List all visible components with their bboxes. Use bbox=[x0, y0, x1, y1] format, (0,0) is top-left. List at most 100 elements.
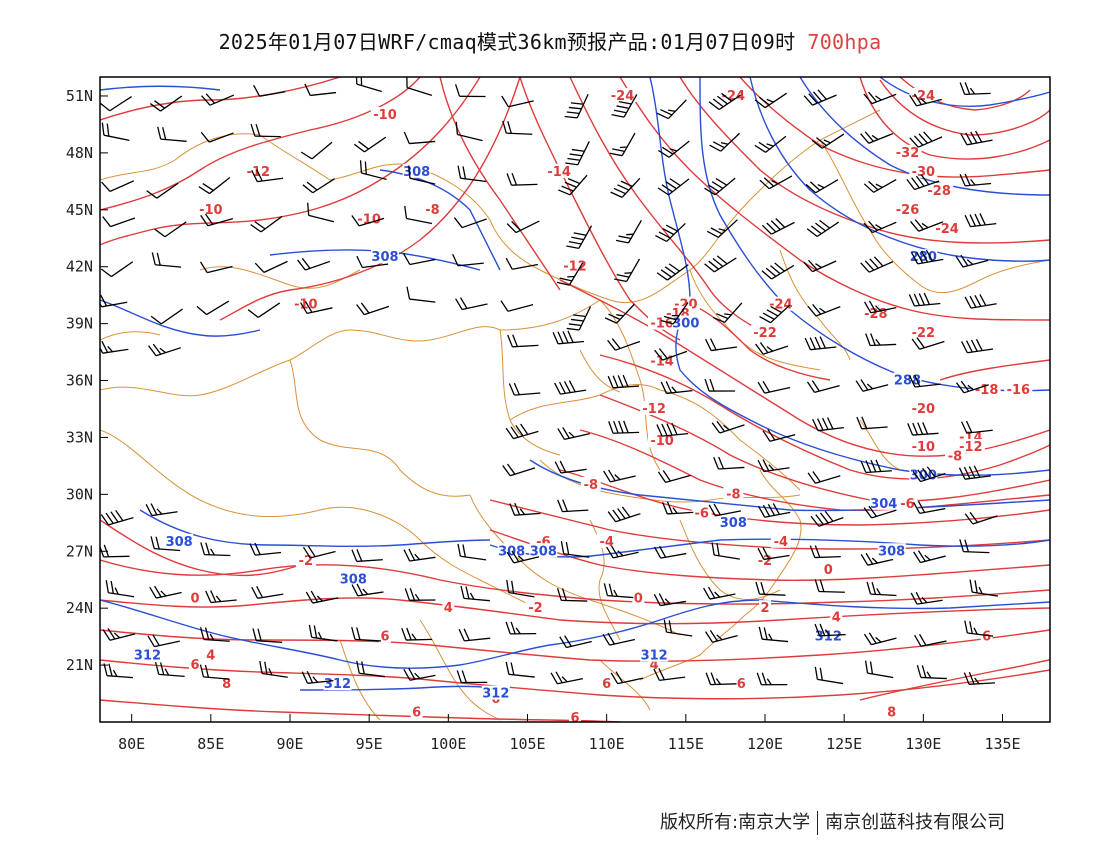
height-label: 312 bbox=[134, 649, 161, 664]
temperature-label: 6 bbox=[190, 658, 199, 673]
wind-barb bbox=[602, 632, 636, 646]
wind-barb bbox=[359, 160, 387, 181]
wind-barb bbox=[959, 82, 991, 96]
wind-barb bbox=[814, 579, 845, 593]
wind-barb bbox=[757, 503, 791, 518]
wind-barb bbox=[705, 630, 738, 643]
wind-barb bbox=[863, 632, 897, 646]
wind-barb bbox=[101, 180, 135, 192]
temperature-label-bg bbox=[291, 296, 320, 311]
height-label: 312 bbox=[641, 649, 668, 664]
wind-barb bbox=[759, 304, 791, 324]
wind-barb bbox=[812, 417, 844, 432]
temperature-label-bg bbox=[909, 163, 938, 178]
map-background bbox=[100, 77, 1050, 722]
temperature-label-bg bbox=[822, 562, 835, 577]
temperature-label: 0 bbox=[190, 592, 199, 607]
wind-barb bbox=[809, 545, 841, 559]
wind-barb bbox=[552, 330, 585, 345]
temperature-label: -10 bbox=[912, 440, 936, 455]
wind-barb bbox=[704, 177, 736, 196]
wind-barb bbox=[101, 122, 130, 142]
temperature-label: 0 bbox=[634, 592, 643, 607]
wind-barb bbox=[609, 132, 636, 157]
wind-barb bbox=[909, 374, 941, 388]
wind-barb bbox=[150, 536, 181, 552]
wind-barb bbox=[566, 306, 592, 331]
y-tick-label: 30N bbox=[66, 485, 93, 503]
wind-barb bbox=[608, 420, 640, 434]
y-tick-label: 21N bbox=[66, 656, 93, 674]
temperature-label: -14 bbox=[547, 165, 571, 180]
wind-barb bbox=[196, 300, 230, 316]
height-label: 304 bbox=[870, 497, 897, 512]
boundary-lines bbox=[100, 109, 1050, 721]
temperature-label: 0 bbox=[824, 563, 833, 578]
wind-barb bbox=[102, 216, 136, 228]
wind-barb bbox=[911, 249, 944, 265]
wind-barb bbox=[856, 416, 888, 430]
wind-barb bbox=[705, 672, 737, 686]
wind-barb bbox=[200, 213, 234, 227]
height-label-bg bbox=[481, 685, 510, 700]
wind-barb bbox=[811, 133, 845, 149]
temperature-label-bg bbox=[545, 163, 574, 178]
wind-barb bbox=[863, 505, 897, 519]
temperature-label-bg bbox=[355, 211, 384, 226]
temperature-label: 6 bbox=[491, 692, 500, 707]
x-tick-label: 110E bbox=[589, 735, 625, 753]
wind-barb bbox=[502, 120, 533, 135]
wind-barb bbox=[909, 131, 943, 148]
temperature-label: -28 bbox=[864, 307, 888, 322]
wind-barb bbox=[302, 545, 336, 559]
wind-barb bbox=[157, 126, 187, 142]
wind-barb bbox=[757, 380, 791, 394]
y-tick-label: 24N bbox=[66, 599, 93, 617]
wind-barb bbox=[403, 667, 436, 681]
wind-barb bbox=[654, 545, 687, 559]
wind-barb bbox=[505, 257, 538, 270]
wind-barb bbox=[860, 552, 894, 566]
temperature-label: -32 bbox=[896, 146, 920, 161]
x-tick-label: 125E bbox=[826, 735, 862, 753]
y-axis-ticks: 51N 48N 45N 42N 39N 36N 33N 30N 27N 24N 21N bbox=[66, 87, 108, 674]
temperature-label-bg bbox=[410, 704, 423, 719]
wind-barb bbox=[558, 174, 588, 196]
wind-barb bbox=[909, 93, 942, 107]
temperature-label-bg bbox=[909, 400, 938, 415]
temperature-label: -30 bbox=[912, 165, 936, 180]
wind-barb bbox=[304, 83, 337, 97]
temperature-label-bg bbox=[933, 220, 962, 235]
wind-barb bbox=[454, 84, 486, 98]
temperature-label: -10 bbox=[373, 108, 397, 123]
wind-barb bbox=[456, 670, 488, 684]
wind-barb bbox=[102, 628, 136, 641]
wind-barb bbox=[457, 165, 487, 183]
wind-barb bbox=[200, 131, 234, 143]
wind-barb bbox=[712, 302, 743, 323]
wind-barb bbox=[145, 503, 178, 517]
wind-barb bbox=[199, 261, 233, 274]
wind-barb bbox=[151, 252, 182, 268]
temperature-label: -6 bbox=[694, 506, 708, 521]
wind-barb bbox=[958, 465, 991, 480]
wind-barb bbox=[554, 380, 587, 395]
wind-barb bbox=[403, 131, 436, 145]
wind-barb bbox=[452, 253, 484, 267]
footer-company: 南京创蓝科技有限公司 bbox=[825, 812, 1006, 833]
temperature-label: -2 bbox=[299, 554, 313, 569]
temperature-label-bg bbox=[648, 353, 677, 368]
wind-barb bbox=[154, 221, 187, 238]
wind-barb bbox=[557, 427, 590, 441]
wind-barb bbox=[704, 255, 737, 273]
temperature-label: -22 bbox=[912, 326, 936, 341]
temperature-label-bg bbox=[632, 590, 645, 605]
height-label-bg bbox=[869, 495, 898, 510]
wind-barb bbox=[656, 263, 689, 281]
temperature-label: -4 bbox=[774, 535, 788, 550]
temperature-label-bg bbox=[972, 382, 1001, 397]
wind-barb bbox=[963, 672, 996, 685]
temperature-label: 4 bbox=[444, 601, 453, 616]
height-label-bg bbox=[133, 647, 162, 662]
x-tick-label: 105E bbox=[509, 735, 545, 753]
